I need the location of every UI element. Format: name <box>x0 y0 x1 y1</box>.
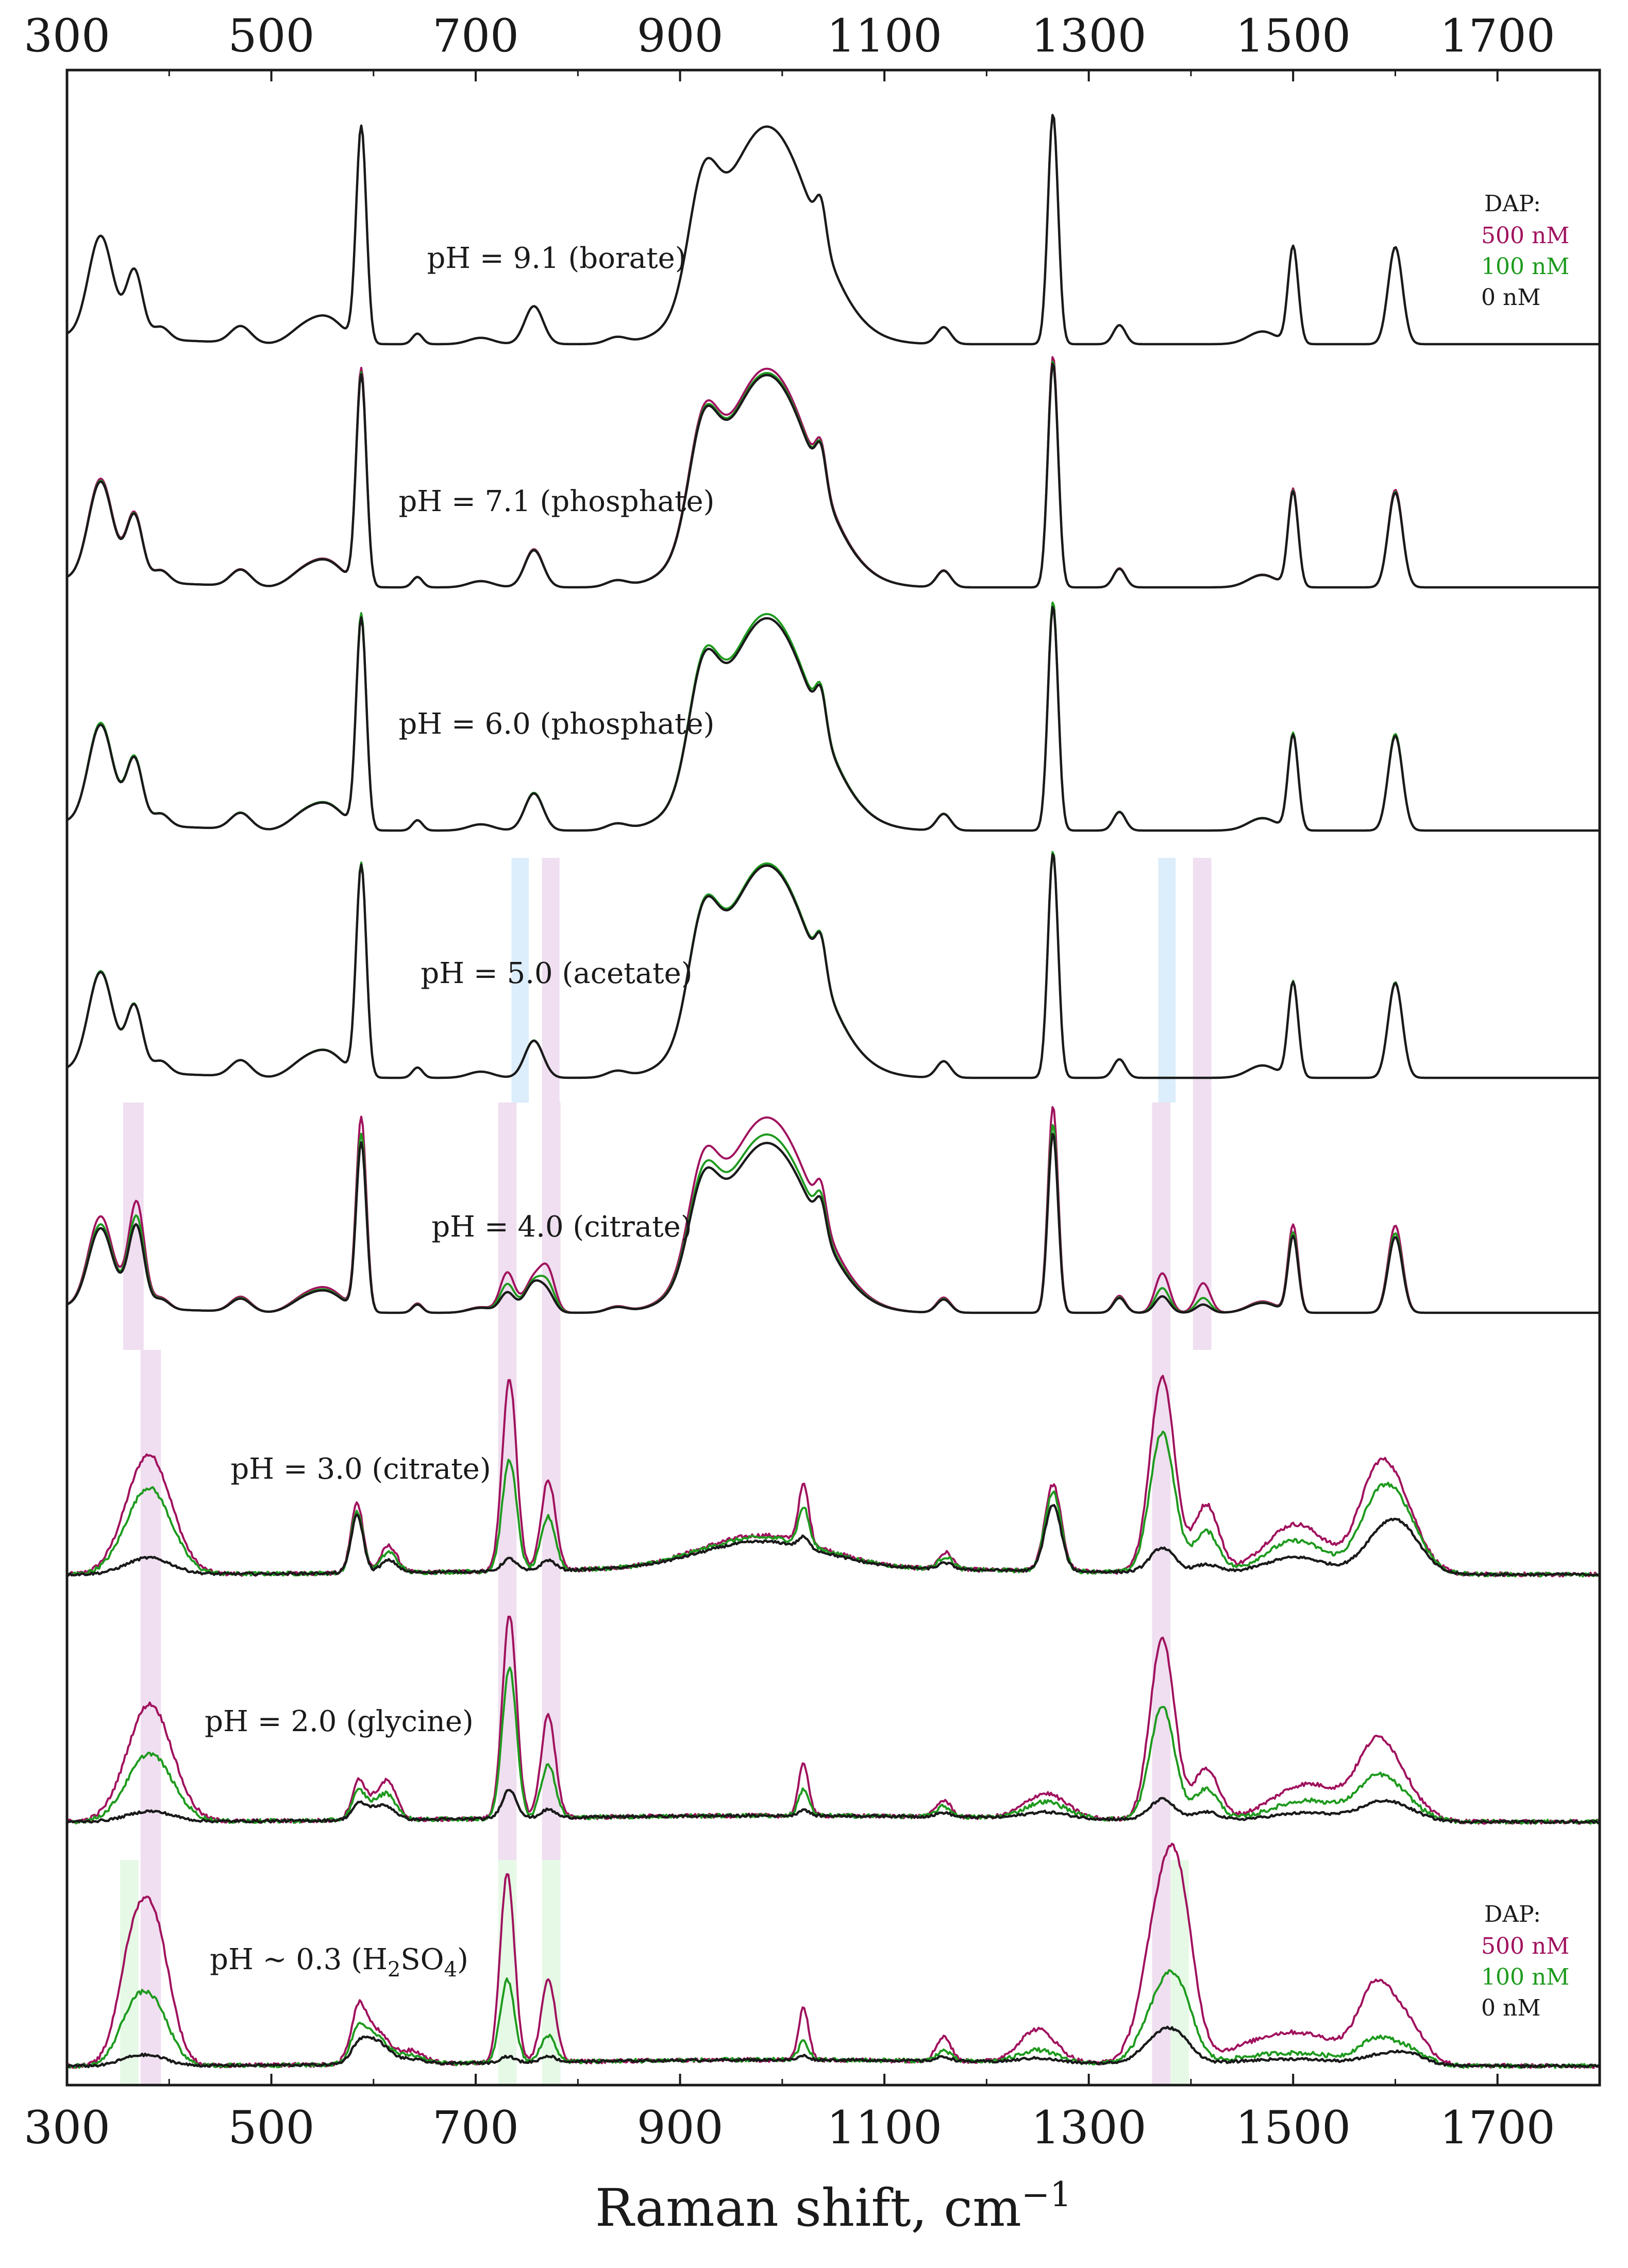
panel-label-6: pH = 3.0 (citrate) <box>230 1452 491 1486</box>
x-tick-label-bottom: 1700 <box>1440 2101 1555 2154</box>
spectrum-dap-100nm-panel-3 <box>66 601 1600 832</box>
spectrum-dap-100nm-panel-1 <box>66 114 1600 345</box>
spectra-layer <box>66 114 1601 2069</box>
panel-label-end: ) <box>457 1943 468 1976</box>
spectrum-dap-0nm-panel-1 <box>66 114 1600 346</box>
label-layer: pH = 9.1 (borate) pH = 7.1 (phosphate) pH … <box>205 191 1569 2021</box>
spectrum-dap-0nm-panel-2 <box>66 362 1600 589</box>
x-tick-label-bottom: 1100 <box>827 2101 942 2154</box>
x-tick-label-top: 300 <box>24 9 110 62</box>
x-axis-title: Raman shift, cm−1 <box>595 2175 1071 2238</box>
x-tick-label-bottom: 1500 <box>1235 2101 1351 2154</box>
x-tick-label-bottom: 900 <box>637 2101 724 2154</box>
panel-label-7: pH = 2.0 (glycine) <box>205 1705 474 1738</box>
highlight-layer <box>120 858 1212 2085</box>
panel-label-8: pH ~ 0.3 (H2SO4) <box>210 1943 468 1982</box>
panel-label-4: pH = 5.0 (acetate) <box>421 957 692 990</box>
axis-layer: 300 300 500 500 700 700 900 900 1100 1100 1300 1300… <box>24 9 1601 2154</box>
highlight-band-blue <box>1158 858 1176 1103</box>
x-tick-label-bottom: 300 <box>24 2101 110 2154</box>
spectrum-dap-0nm-panel-8 <box>66 2025 1601 2069</box>
spectrum-dap-500nm-panel-3 <box>66 606 1600 832</box>
legend-entry-dap-0nm: 0 nM <box>1481 1995 1540 2021</box>
x-axis-title-text: Raman shift, cm <box>595 2178 1021 2238</box>
spectrum-dap-0nm-panel-7 <box>66 1789 1600 1824</box>
legend-entry-dap-500nm: 500 nM <box>1481 223 1569 249</box>
x-tick-label-top: 500 <box>228 9 315 62</box>
legend-title: DAP: <box>1484 191 1541 217</box>
x-tick-label-top: 1100 <box>827 9 942 62</box>
spectrum-dap-0nm-panel-4 <box>66 853 1600 1079</box>
highlight-band-violet <box>1152 1103 1171 1350</box>
panel-label-text: pH = 9.1 (borate) <box>427 242 686 275</box>
spectrum-dap-100nm-panel-5 <box>66 1124 1600 1314</box>
x-tick-label-top: 1700 <box>1440 9 1555 62</box>
legend-top: DAP: 500 nM 100 nM 0 nM <box>1481 191 1569 311</box>
spectrum-dap-0nm-panel-3 <box>66 605 1600 832</box>
x-tick-label-bottom: 1300 <box>1031 2101 1147 2154</box>
legend-entry-dap-100nm: 100 nM <box>1481 253 1569 280</box>
panel-label-1: pH = 9.1 (borate) <box>427 242 686 275</box>
spectrum-dap-500nm-panel-5 <box>66 1106 1600 1314</box>
highlight-band-violet <box>140 1860 161 2085</box>
legend-title: DAP: <box>1484 1901 1541 1927</box>
highlight-band-blue <box>511 858 529 1103</box>
highlight-band-violet <box>140 1350 161 1600</box>
panel-label-5: pH = 4.0 (citrate) <box>431 1210 692 1244</box>
highlight-band-violet <box>140 1600 161 1860</box>
highlight-band-green <box>498 1860 517 2085</box>
spectrum-dap-0nm-panel-6 <box>66 1504 1600 1577</box>
legend-entry-dap-500nm: 500 nM <box>1481 1933 1569 1959</box>
panel-label-text: pH = 7.1 (phosphate) <box>398 485 714 518</box>
legend-entry-dap-0nm: 0 nM <box>1481 284 1540 311</box>
panel-label-text: pH ~ 0.3 (H <box>210 1943 388 1976</box>
spectrum-dap-100nm-panel-2 <box>66 360 1600 588</box>
x-tick-label-top: 1300 <box>1031 9 1147 62</box>
spectrum-dap-0nm-panel-5 <box>66 1132 1600 1314</box>
x-tick-label-bottom: 500 <box>228 2101 315 2154</box>
highlight-band-violet <box>542 1350 561 1600</box>
spectrum-dap-500nm-panel-1 <box>66 114 1600 345</box>
legend-bottom: DAP: 500 nM 100 nM 0 nM <box>1481 1901 1569 2021</box>
highlight-band-violet <box>1193 858 1212 1103</box>
highlight-band-green <box>542 1860 561 2085</box>
panel-label-text: pH = 3.0 (citrate) <box>230 1452 491 1486</box>
panel-label-text: pH = 2.0 (glycine) <box>205 1705 474 1738</box>
panel-label-subscript: 4 <box>444 1958 457 1982</box>
highlight-band-violet <box>542 1103 561 1350</box>
panel-label-text: pH = 6.0 (phosphate) <box>398 707 714 741</box>
x-axis-title-superscript: −1 <box>1021 2175 1071 2214</box>
x-tick-label-bottom: 700 <box>432 2101 519 2154</box>
x-tick-label-top: 700 <box>432 9 519 62</box>
plot-frame <box>65 69 1601 2087</box>
spectrum-dap-500nm-panel-2 <box>66 356 1600 588</box>
highlight-band-violet <box>1152 1350 1171 1600</box>
legend-entry-dap-100nm: 100 nM <box>1481 1964 1569 1990</box>
panel-label-mid: SO <box>400 1943 444 1976</box>
panel-label-3: pH = 6.0 (phosphate) <box>398 707 714 741</box>
spectrum-dap-500nm-panel-4 <box>66 853 1600 1079</box>
spectrum-dap-100nm-panel-6 <box>66 1430 1601 1578</box>
x-tick-label-top: 1500 <box>1235 9 1351 62</box>
panel-label-subscript: 2 <box>388 1958 400 1982</box>
panel-label-text: pH = 4.0 (citrate) <box>431 1210 692 1244</box>
highlight-band-violet <box>1193 1103 1212 1350</box>
panel-label-text: pH = 5.0 (acetate) <box>421 957 692 990</box>
spectrum-dap-100nm-panel-4 <box>66 851 1600 1079</box>
panel-label-2: pH = 7.1 (phosphate) <box>398 485 714 518</box>
x-tick-label-top: 900 <box>637 9 724 62</box>
highlight-band-violet <box>498 1103 517 1350</box>
